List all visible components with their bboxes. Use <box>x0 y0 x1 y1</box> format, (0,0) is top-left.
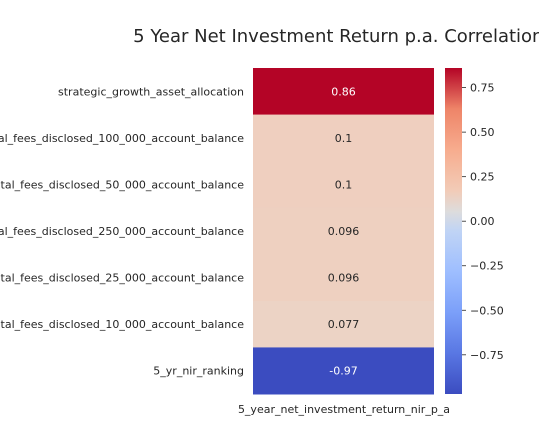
chart-title: 5 Year Net Investment Return p.a. Correl… <box>133 26 539 47</box>
y-axis-tick-label: strategic_growth_asset_allocation <box>58 85 244 98</box>
colorbar-ticks: 0.75 0.50 0.25 0.00 −0.25 −0.50 −0.75 <box>462 82 504 362</box>
colorbar-tick-label: −0.50 <box>470 304 504 317</box>
heatmap-cell-value: 0.1 <box>335 178 353 191</box>
heatmap-cell <box>253 68 434 116</box>
colorbar-tick-label: 0.50 <box>470 126 495 139</box>
heatmap-cell-value: 0.096 <box>328 272 360 285</box>
x-axis-tick-label: 5_year_net_investment_return_nir_p_a <box>238 403 450 416</box>
heatmap-cells <box>253 68 434 395</box>
y-axis-tick-label: total_fees_disclosed_250_000_account_bal… <box>0 225 244 238</box>
colorbar <box>445 68 462 394</box>
heatmap-cell-value: -0.97 <box>329 365 357 378</box>
y-axis-tick-label: total_fees_disclosed_50_000_account_bala… <box>0 178 244 191</box>
heatmap-cell-value: 0.096 <box>328 225 360 238</box>
heatmap-cell-value: 0.86 <box>331 85 356 98</box>
heatmap-cell <box>253 207 434 255</box>
heatmap-cell-value: 0.1 <box>335 132 353 145</box>
colorbar-tick-label: 0.25 <box>470 171 495 184</box>
heatmap-cell-value: 0.077 <box>328 318 360 331</box>
colorbar-tick-label: 0.00 <box>470 215 495 228</box>
y-axis-tick-label: total_fees_disclosed_25_000_account_bala… <box>0 272 244 285</box>
heatmap-cell <box>253 254 434 302</box>
colorbar-tick-label: −0.75 <box>470 349 504 362</box>
y-axis-tick-label: total_fees_disclosed_10_000_account_bala… <box>0 318 244 331</box>
heatmap-cell <box>253 161 434 209</box>
colorbar-tick-label: −0.25 <box>470 260 504 273</box>
heatmap-cell-labels: 0.86 0.1 0.1 0.096 0.096 0.077 -0.97 <box>328 85 360 377</box>
y-axis-tick-label: 5_yr_nir_ranking <box>153 365 244 378</box>
heatmap-cell <box>253 114 434 162</box>
heatmap-cell <box>253 347 434 395</box>
y-axis-tick-labels: strategic_growth_asset_allocation total_f… <box>0 85 244 377</box>
colorbar-tick-label: 0.75 <box>470 82 495 95</box>
heatmap-cell <box>253 300 434 348</box>
y-axis-tick-label: total_fees_disclosed_100_000_account_bal… <box>0 132 244 145</box>
